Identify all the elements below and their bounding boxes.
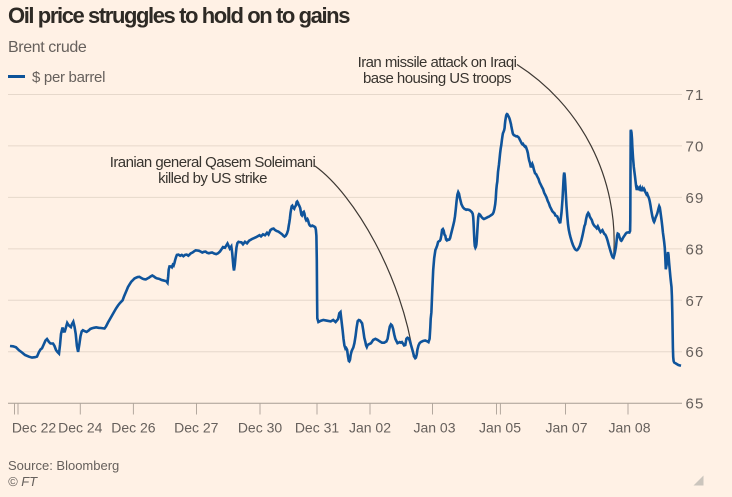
svg-text:Dec 31: Dec 31 [295, 419, 340, 435]
svg-text:Jan 05: Jan 05 [479, 419, 521, 435]
svg-text:Jan 08: Jan 08 [608, 419, 650, 435]
svg-text:Dec 22: Dec 22 [12, 419, 57, 435]
svg-text:66: 66 [686, 344, 705, 361]
svg-text:Dec 24: Dec 24 [58, 419, 103, 435]
svg-text:71: 71 [686, 87, 705, 104]
svg-text:Dec 30: Dec 30 [238, 419, 283, 435]
svg-text:Jan 03: Jan 03 [413, 419, 455, 435]
svg-text:67: 67 [686, 293, 705, 310]
svg-text:70: 70 [686, 138, 705, 155]
svg-text:Dec 27: Dec 27 [174, 419, 219, 435]
svg-text:65: 65 [686, 396, 705, 413]
svg-text:Jan 02: Jan 02 [349, 419, 391, 435]
svg-text:Jan 07: Jan 07 [545, 419, 587, 435]
svg-text:68: 68 [686, 241, 705, 258]
svg-text:69: 69 [686, 190, 705, 207]
svg-text:Dec 26: Dec 26 [111, 419, 156, 435]
